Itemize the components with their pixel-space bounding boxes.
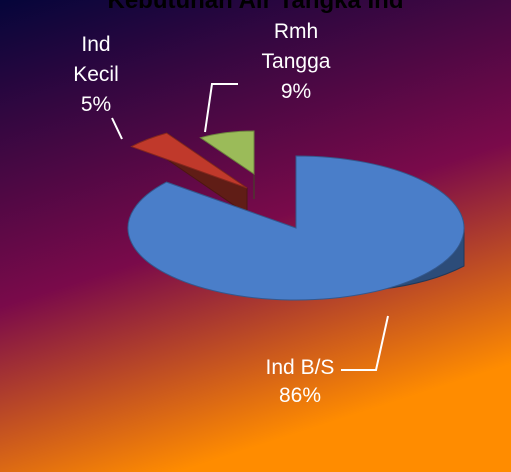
chart-title: Kebutuhan Air Tangka Ind [107, 0, 404, 14]
leader-line-ind-bs [341, 315, 389, 371]
pie-slice-top-ind-kecil [130, 132, 248, 189]
data-labels: Ind B/S 86% Ind Kecil 5% Rmh Tangga 9% [73, 20, 334, 407]
data-label-line: Ind [81, 33, 110, 56]
leader-line-ind-kecil [111, 117, 123, 140]
data-label-line: Rmh [274, 20, 318, 43]
data-label-line: Kecil [73, 63, 119, 86]
data-label-line: 86% [279, 384, 321, 407]
data-label-ind-kecil: Ind Kecil 5% [73, 33, 119, 116]
pie-slice-ind-kecil [130, 132, 248, 215]
pie-slice-top-rmh-tangga [199, 130, 255, 175]
pie-slice-rmh-tangga [199, 130, 255, 199]
pie-slice-ind-bs [127, 155, 465, 301]
leader-lines [111, 83, 389, 371]
data-label-line: 5% [81, 93, 111, 116]
data-label-line: 9% [281, 80, 311, 103]
pie-slices [127, 130, 465, 301]
pie-slice-top-ind-bs [127, 155, 465, 301]
data-label-line: Tangga [262, 50, 331, 73]
data-label-ind-bs: Ind B/S 86% [266, 356, 335, 407]
data-label-rmh-tangga: Rmh Tangga 9% [262, 20, 331, 103]
leader-line-rmh-tangga [204, 83, 238, 133]
data-label-line: Ind B/S [266, 356, 335, 379]
